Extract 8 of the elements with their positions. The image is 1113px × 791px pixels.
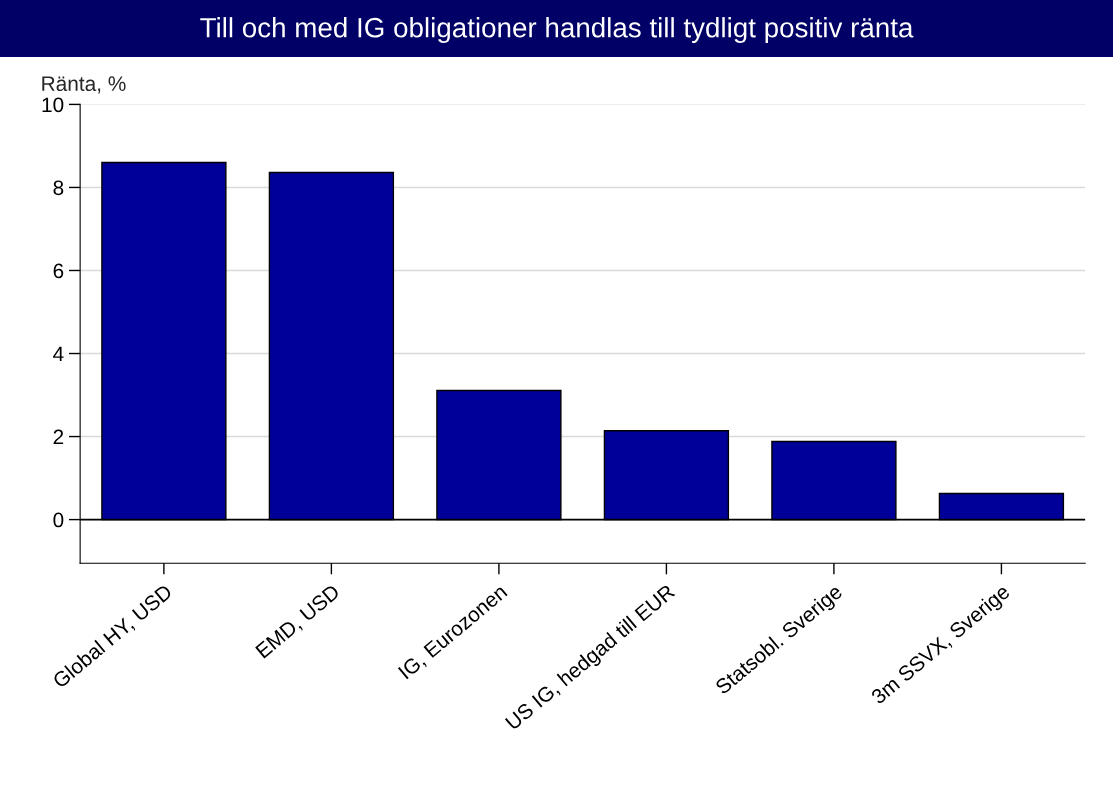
y-axis-title: Ränta, % [42,76,126,94]
y-tick-label: 4 [53,346,64,362]
y-tick-label: 10 [42,97,64,113]
y-tick-label: 0 [53,512,64,528]
y-tick-label: 8 [53,180,64,196]
y-tick-label: 6 [53,263,64,279]
y-tick-label: 2 [53,429,64,445]
chart-title: Till och med IG obligationer handlas till tydligt positiv ränta [200,17,914,44]
